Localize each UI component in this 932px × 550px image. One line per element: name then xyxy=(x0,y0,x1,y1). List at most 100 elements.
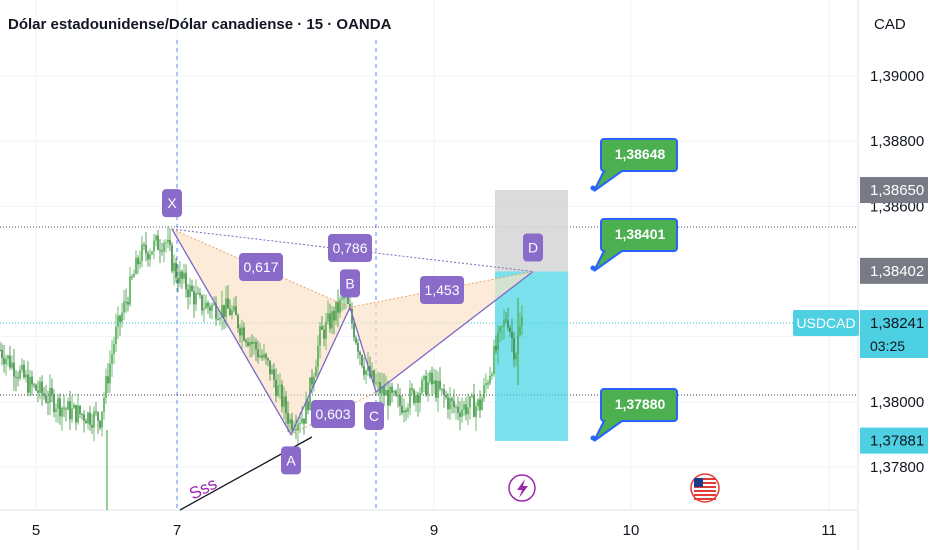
candle xyxy=(351,308,353,324)
candle xyxy=(487,383,489,385)
candle xyxy=(59,398,61,417)
candle xyxy=(141,244,143,262)
candle xyxy=(387,390,389,406)
candle xyxy=(447,397,449,410)
candle xyxy=(337,301,339,313)
axis-price-label: 1,38650 xyxy=(860,177,928,204)
candle xyxy=(415,395,417,404)
candle xyxy=(173,263,175,272)
candle xyxy=(235,306,237,316)
candle xyxy=(39,381,41,393)
point-label-a: A xyxy=(281,446,301,475)
candle xyxy=(33,384,35,386)
candle xyxy=(495,345,497,351)
ratio-label-2: 1,453 xyxy=(420,276,464,304)
price-callout-2-text: 1,37880 xyxy=(615,396,666,412)
candle xyxy=(363,365,365,375)
candle xyxy=(73,404,75,409)
candle xyxy=(45,395,47,402)
x-tick-label: 7 xyxy=(173,522,181,539)
candle xyxy=(451,398,453,401)
axis-price-label: 1,37881 xyxy=(860,427,928,454)
candle xyxy=(9,355,11,368)
candle xyxy=(71,408,73,420)
candle xyxy=(521,317,523,327)
candle xyxy=(375,382,377,384)
candle xyxy=(303,418,305,424)
candle xyxy=(157,235,159,250)
candle xyxy=(395,391,397,396)
candle xyxy=(237,315,239,329)
candle xyxy=(353,323,355,338)
candle xyxy=(103,397,105,412)
candle xyxy=(251,341,253,344)
candle xyxy=(413,389,415,404)
us-flag-icon xyxy=(690,473,720,503)
price-callout-0-text: 1,38648 xyxy=(615,146,666,162)
candle xyxy=(407,407,409,412)
point-label-x: X xyxy=(162,189,182,218)
candle xyxy=(335,301,337,321)
axis-price-label: 1,38402 xyxy=(860,257,928,284)
ratio-label-0-text: 0,617 xyxy=(243,259,278,275)
candle xyxy=(17,377,19,379)
candle xyxy=(333,311,335,321)
axis-price-label-text: 1,38650 xyxy=(870,182,924,199)
trendline-label: Sss xyxy=(186,474,220,504)
candle xyxy=(433,380,435,385)
candle xyxy=(135,257,137,275)
candle xyxy=(241,327,243,336)
candle xyxy=(425,376,427,396)
candle xyxy=(153,240,155,252)
candle xyxy=(281,384,283,407)
candle xyxy=(461,409,463,417)
candle xyxy=(97,412,99,421)
candle xyxy=(201,295,203,311)
candle xyxy=(441,388,443,390)
candle xyxy=(85,420,87,424)
candle xyxy=(209,306,211,311)
x-tick-label: 5 xyxy=(32,522,40,539)
candle xyxy=(161,250,163,252)
candle xyxy=(191,285,193,292)
candle xyxy=(307,401,309,411)
candle xyxy=(189,285,191,298)
price-callout-1-text: 1,38401 xyxy=(615,226,666,242)
candle xyxy=(325,321,327,339)
candle xyxy=(277,385,279,396)
candle xyxy=(257,349,259,358)
candle xyxy=(65,408,67,410)
candle xyxy=(211,305,213,311)
candle xyxy=(55,408,57,413)
candle xyxy=(199,293,201,296)
x-tick-label: 10 xyxy=(623,522,640,539)
candle xyxy=(295,428,297,431)
candle xyxy=(437,380,439,398)
y-tick-label: 1,37800 xyxy=(870,459,924,476)
candle xyxy=(481,398,483,410)
candle xyxy=(513,337,515,360)
candle xyxy=(321,326,323,330)
point-label-d-text: D xyxy=(528,240,538,256)
candle xyxy=(485,383,487,386)
candle xyxy=(367,365,369,371)
candle xyxy=(35,384,37,391)
candle xyxy=(137,257,139,265)
candle xyxy=(113,344,115,354)
candle xyxy=(253,341,255,344)
candle xyxy=(267,358,269,361)
candle xyxy=(179,271,181,284)
candle xyxy=(37,390,39,393)
candle xyxy=(505,319,507,321)
candle xyxy=(475,406,477,417)
price-callout-0: 1,38648 xyxy=(590,138,678,192)
candle xyxy=(399,395,401,406)
candle xyxy=(323,329,325,339)
candle xyxy=(275,379,277,396)
candle xyxy=(67,401,69,410)
candle xyxy=(57,398,59,409)
candle xyxy=(249,341,251,346)
countdown-text: 03:25 xyxy=(870,338,905,354)
